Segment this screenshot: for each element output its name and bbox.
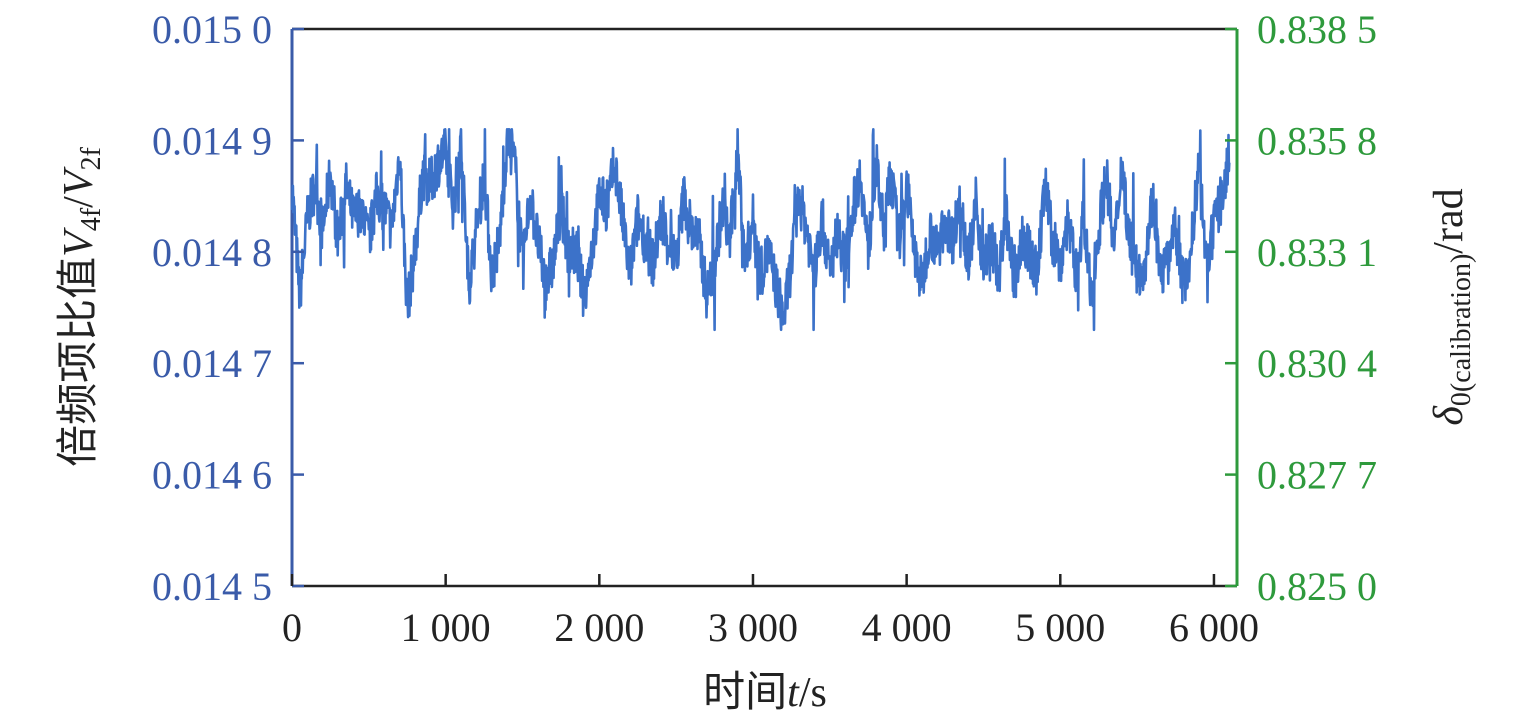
left-y-tick-label: 0.015 0 bbox=[152, 7, 272, 52]
left-y-tick-label: 0.014 7 bbox=[152, 341, 272, 386]
right-y-tick-label: 0.827 7 bbox=[1257, 453, 1377, 498]
x-axis: 0 1 000 2 000 3 000 4 000 5 000 6 000 bbox=[282, 574, 1259, 650]
left-y-tick-label: 0.014 6 bbox=[152, 453, 272, 498]
right-y-tick-label: 0.835 8 bbox=[1257, 118, 1377, 163]
x-tick-label: 3 000 bbox=[708, 605, 798, 650]
right-y-tick-label: 0.833 1 bbox=[1257, 230, 1377, 275]
x-tick-label: 2 000 bbox=[554, 605, 644, 650]
x-tick-label: 1 000 bbox=[401, 605, 491, 650]
right-y-tick-label: 0.830 4 bbox=[1257, 341, 1377, 386]
right-y-tick-label: 0.838 5 bbox=[1257, 7, 1377, 52]
left-y-tick-label: 0.014 9 bbox=[152, 118, 272, 163]
x-axis-title: 时间t/s bbox=[703, 670, 827, 716]
right-y-axis-title: δ0(calibration)/rad bbox=[1426, 188, 1477, 425]
right-y-axis: 0.825 0 0.827 7 0.830 4 0.833 1 0.835 8 0.838… bbox=[1225, 7, 1377, 609]
x-tick-label: 6 000 bbox=[1169, 605, 1259, 650]
x-tick-label: 4 000 bbox=[862, 605, 952, 650]
x-tick-label: 5 000 bbox=[1015, 605, 1105, 650]
series-line bbox=[290, 128, 1231, 332]
plot-frame bbox=[290, 27, 1239, 588]
left-y-tick-label: 0.014 5 bbox=[152, 564, 272, 609]
series-layer bbox=[290, 128, 1231, 332]
left-y-axis: 0.014 5 0.014 6 0.014 7 0.014 8 0.014 9 0.015… bbox=[152, 7, 304, 609]
left-y-tick-label: 0.014 8 bbox=[152, 230, 272, 275]
x-tick-label: 0 bbox=[282, 605, 302, 650]
right-y-tick-label: 0.825 0 bbox=[1257, 564, 1377, 609]
left-y-axis-title: 倍频项比值V4f/V2f bbox=[55, 147, 107, 467]
